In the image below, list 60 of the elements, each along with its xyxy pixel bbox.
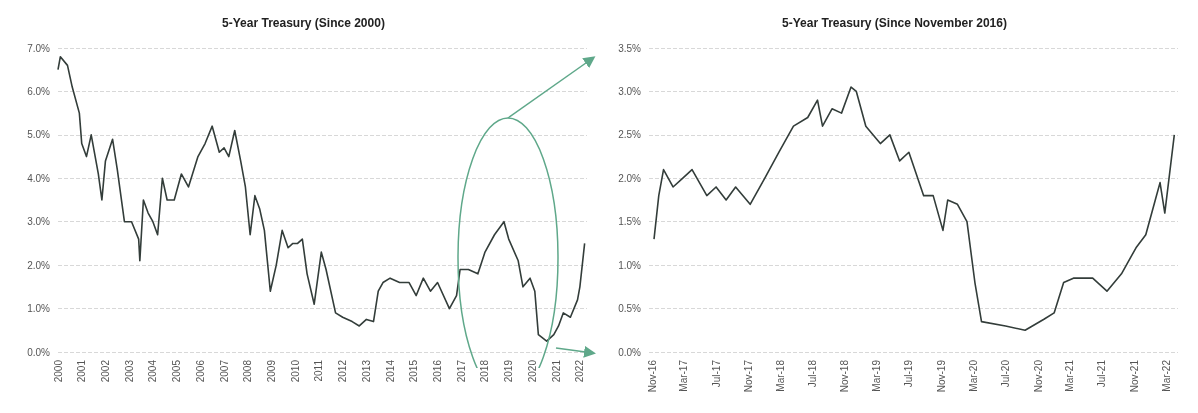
- line-series: [57, 55, 586, 342]
- x-tick-label: 2016: [432, 359, 444, 383]
- x-tick-label: Mar-19: [871, 359, 883, 392]
- x-tick-label: Jul-19: [903, 359, 915, 388]
- x-tick-label: 2021: [550, 359, 562, 383]
- y-tick-label: 1.5%: [618, 216, 642, 228]
- x-tick-label: Jul-17: [710, 359, 722, 388]
- x-tick-label: 2001: [76, 359, 88, 383]
- x-tick-label: Mar-22: [1160, 359, 1172, 392]
- x-tick-label: 2013: [360, 359, 372, 383]
- x-tick-label: 2003: [123, 359, 135, 383]
- x-tick-label: Mar-18: [774, 359, 786, 392]
- y-tick-label: 2.5%: [618, 129, 642, 141]
- x-tick-label: 2006: [194, 359, 206, 383]
- x-tick-label: 2022: [574, 359, 586, 383]
- x-tick-label: 2002: [99, 359, 111, 383]
- y-tick-label: 5.0%: [27, 129, 51, 141]
- x-tick-label: Nov-17: [743, 359, 755, 393]
- y-tick-label: 3.5%: [618, 42, 642, 54]
- y-tick-label: 0.0%: [27, 346, 51, 358]
- x-tick-label: Nov-19: [935, 359, 947, 393]
- x-tick-label: Mar-21: [1064, 359, 1076, 392]
- x-tick-label: Nov-16: [646, 359, 658, 393]
- y-tick-label: 0.0%: [618, 346, 642, 358]
- x-tick-label: Jul-18: [806, 359, 818, 388]
- x-tick-label: 2014: [384, 359, 396, 383]
- y-tick-label: 0.5%: [618, 303, 642, 315]
- x-tick-label: 2019: [503, 359, 515, 383]
- x-tick-label: Nov-20: [1032, 359, 1044, 393]
- y-tick-label: 3.0%: [27, 216, 51, 228]
- y-tick-label: 1.0%: [618, 259, 642, 271]
- x-tick-label: 2005: [171, 359, 183, 383]
- line-series: [653, 86, 1176, 332]
- x-tick-label: 2000: [52, 359, 64, 383]
- y-tick-label: 2.0%: [618, 172, 642, 184]
- x-tick-label: Nov-18: [839, 359, 851, 393]
- y-tick-label: 3.0%: [618, 85, 642, 97]
- x-tick-label: 2018: [479, 359, 491, 383]
- x-tick-label: 2011: [313, 359, 325, 382]
- x-tick-label: 2017: [455, 359, 467, 383]
- chart-title: 5-Year Treasury (Since November 2016): [782, 16, 1007, 30]
- x-tick-label: Jul-20: [1000, 359, 1012, 388]
- y-tick-label: 2.0%: [27, 259, 51, 271]
- x-tick-label: 2015: [408, 359, 420, 383]
- y-tick-label: 6.0%: [27, 85, 51, 97]
- x-tick-label: 2009: [266, 359, 277, 383]
- x-tick-label: 2012: [337, 359, 349, 383]
- y-tick-label: 7.0%: [27, 42, 51, 54]
- x-tick-label: 2010: [289, 359, 301, 383]
- y-tick-label: 1.0%: [27, 303, 51, 315]
- x-tick-label: 2007: [218, 359, 230, 383]
- x-tick-label: Nov-21: [1128, 359, 1140, 393]
- x-tick-label: 2008: [242, 359, 254, 383]
- x-tick-label: 2004: [147, 359, 159, 383]
- x-tick-label: Mar-17: [678, 359, 690, 392]
- x-tick-label: 2020: [526, 359, 538, 383]
- chart-title: 5-Year Treasury (Since 2000): [222, 16, 385, 30]
- y-tick-label: 4.0%: [27, 172, 51, 184]
- x-tick-label: Mar-20: [967, 359, 979, 392]
- x-tick-label: Jul-21: [1096, 359, 1108, 388]
